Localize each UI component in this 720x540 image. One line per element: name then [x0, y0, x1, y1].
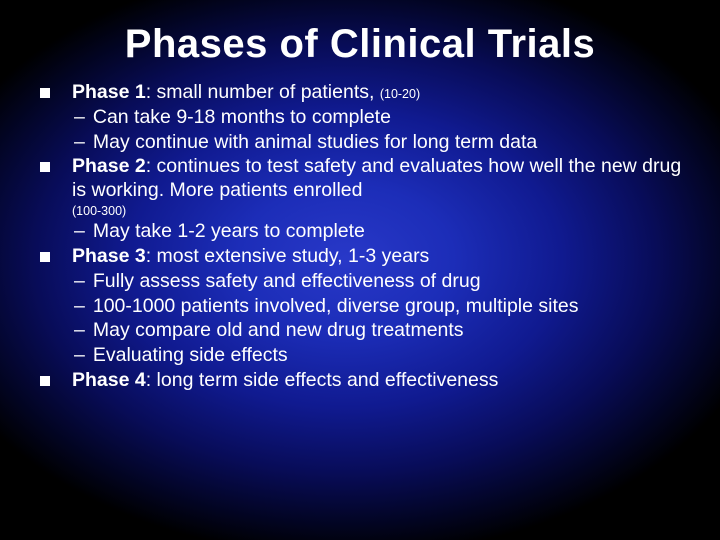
square-bullet-icon	[40, 252, 50, 262]
sub-item: – May take 1-2 years to complete	[74, 220, 690, 244]
phase3-line: Phase 3: most extensive study, 1-3 years	[72, 245, 690, 269]
slide: Phases of Clinical Trials Phase 1: small…	[0, 0, 720, 540]
sub-item: – Evaluating side effects	[74, 344, 690, 368]
phase2-range: (100-300)	[72, 204, 690, 219]
phase3-sub2: 100-1000 patients involved, diverse grou…	[93, 295, 690, 319]
phase1-label: Phase 1	[72, 81, 146, 103]
phase1-sub2: May continue with animal studies for lon…	[93, 131, 690, 155]
phase3-sub1: Fully assess safety and effectiveness of…	[93, 270, 690, 294]
bullet-item-phase2: Phase 2: continues to test safety and ev…	[30, 155, 690, 219]
slide-title: Phases of Clinical Trials	[30, 22, 690, 67]
bullet-item-phase3: Phase 3: most extensive study, 1-3 years	[30, 245, 690, 269]
dash-icon: –	[74, 295, 85, 319]
phase4-line: Phase 4: long term side effects and effe…	[72, 369, 690, 393]
square-bullet-icon	[40, 88, 50, 98]
phase2-sub1: May take 1-2 years to complete	[93, 220, 690, 244]
bullet-item-phase4: Phase 4: long term side effects and effe…	[30, 369, 690, 393]
phase2-text: : continues to test safety and evaluates…	[72, 155, 681, 201]
phase1-text: : small number of patients,	[146, 81, 380, 103]
phase1-sub1: Can take 9-18 months to complete	[93, 106, 690, 130]
phase1-line: Phase 1: small number of patients, (10-2…	[72, 81, 690, 105]
sub-item: – Can take 9-18 months to complete	[74, 106, 690, 130]
phase3-text: : most extensive study, 1-3 years	[146, 245, 430, 267]
dash-icon: –	[74, 220, 85, 244]
phase4-text: : long term side effects and effectivene…	[146, 369, 499, 391]
dash-icon: –	[74, 106, 85, 130]
sub-item: – May continue with animal studies for l…	[74, 131, 690, 155]
phase3-sub3: May compare old and new drug treatments	[93, 319, 690, 343]
square-bullet-icon	[40, 376, 50, 386]
square-bullet-icon	[40, 162, 50, 172]
phase1-range: (10-20)	[380, 87, 420, 101]
sub-item: – 100-1000 patients involved, diverse gr…	[74, 295, 690, 319]
bullet-item-phase1: Phase 1: small number of patients, (10-2…	[30, 81, 690, 105]
phase3-sub4: Evaluating side effects	[93, 344, 690, 368]
dash-icon: –	[74, 131, 85, 155]
sub-item: – Fully assess safety and effectiveness …	[74, 270, 690, 294]
dash-icon: –	[74, 319, 85, 343]
phase2-label: Phase 2	[72, 155, 146, 177]
phase4-label: Phase 4	[72, 369, 146, 391]
phase3-label: Phase 3	[72, 245, 146, 267]
slide-content: Phase 1: small number of patients, (10-2…	[30, 81, 690, 393]
sub-item: – May compare old and new drug treatment…	[74, 319, 690, 343]
dash-icon: –	[74, 344, 85, 368]
phase2-line: Phase 2: continues to test safety and ev…	[72, 155, 690, 219]
dash-icon: –	[74, 270, 85, 294]
